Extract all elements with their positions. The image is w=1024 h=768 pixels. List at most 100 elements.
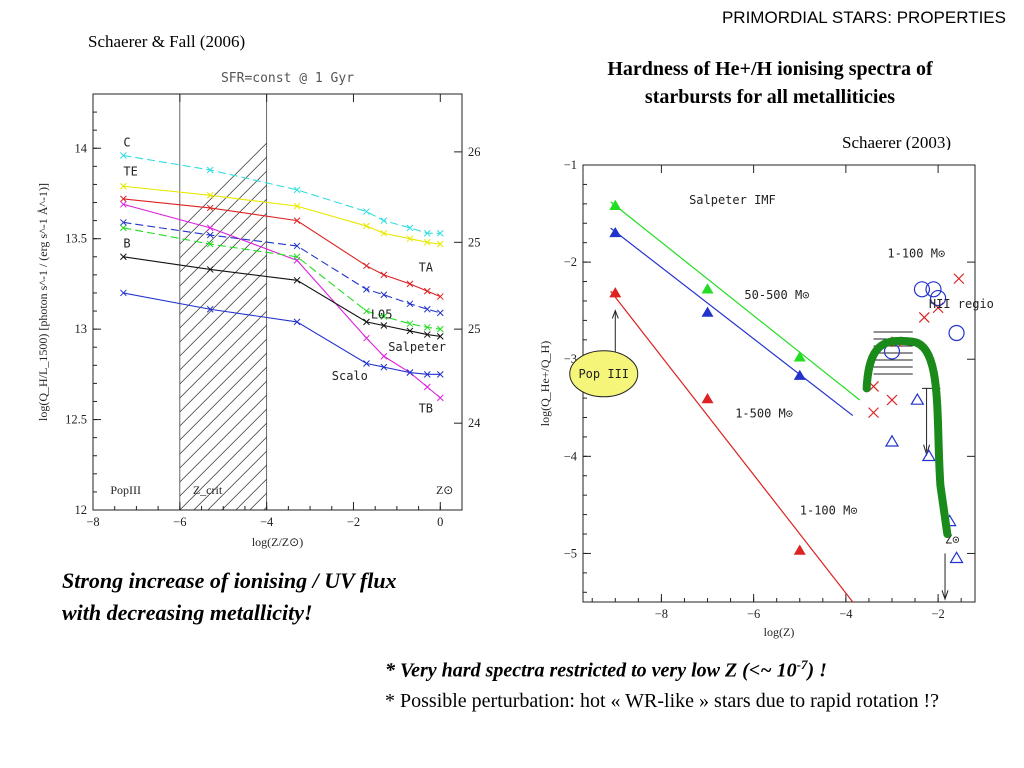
y-tick-label: −4 bbox=[564, 449, 578, 463]
series-point bbox=[380, 229, 388, 237]
y-tick-label: −1 bbox=[564, 158, 577, 172]
series-point bbox=[423, 287, 431, 295]
hatch-line bbox=[179, 240, 267, 329]
series-point bbox=[380, 313, 388, 320]
series-point bbox=[206, 305, 214, 313]
hii-blue-triangle bbox=[884, 434, 900, 447]
x-tick-label: −4 bbox=[839, 607, 853, 621]
plot-label: HII regions bbox=[929, 297, 995, 311]
series-point bbox=[363, 307, 370, 315]
series-point bbox=[206, 224, 214, 232]
caption: Strong increase of ionising / UV flux wi… bbox=[62, 565, 397, 629]
series-point bbox=[406, 224, 414, 232]
hatch-line bbox=[179, 282, 267, 371]
hii-blue-circle bbox=[925, 281, 942, 298]
series-point bbox=[423, 229, 431, 237]
series-point bbox=[423, 383, 431, 391]
left-plot-frame bbox=[92, 93, 463, 511]
hii-red-x bbox=[918, 312, 930, 323]
hii-red-x bbox=[953, 273, 965, 285]
series-point bbox=[436, 309, 444, 317]
series-point bbox=[436, 325, 444, 333]
hii-red-x bbox=[868, 407, 879, 419]
model-point-blue bbox=[609, 226, 622, 238]
note1-end: ) ! bbox=[807, 659, 827, 682]
series-line-L05 bbox=[123, 221, 441, 314]
x-tick-label: −2 bbox=[347, 515, 360, 529]
series-point bbox=[120, 289, 127, 297]
series-point bbox=[363, 318, 370, 326]
series-point bbox=[363, 262, 370, 270]
left-citation: Schaerer & Fall (2006) bbox=[88, 32, 246, 51]
highlight-curve bbox=[862, 336, 952, 539]
left-figure: SFR=const @ 1 Gyr −8 −6 −4 −2 0 12 12.5 13 13.5 14… bbox=[30, 62, 480, 562]
series-point bbox=[380, 352, 388, 360]
x-tick-label: −6 bbox=[173, 515, 186, 529]
series-point bbox=[120, 152, 127, 159]
hatch-line bbox=[320, 94, 480, 510]
series-point bbox=[363, 285, 370, 293]
hatch-line bbox=[292, 94, 480, 510]
series-point bbox=[423, 323, 431, 331]
x-tick-label: −2 bbox=[931, 607, 944, 621]
region-label-zcrit: Z_crit bbox=[193, 483, 223, 497]
series-line-B bbox=[123, 256, 441, 337]
series-point bbox=[206, 240, 214, 248]
model-point-green bbox=[793, 351, 806, 362]
hatch-line bbox=[179, 268, 267, 357]
x-tick-label: −8 bbox=[86, 515, 99, 529]
hatch-line bbox=[179, 352, 267, 441]
y-tick-label: 12.5 bbox=[65, 413, 87, 427]
series-point bbox=[120, 224, 127, 232]
y2-tick-label: 26 bbox=[468, 145, 480, 159]
hatch-line bbox=[179, 366, 267, 455]
popiii-callout bbox=[569, 350, 639, 398]
right-figure: Salpeter IMF−8 −6 −4 −2−1−2−3−4−5log(Z)log(… bbox=[535, 150, 995, 650]
x-tick-label: −6 bbox=[747, 607, 760, 621]
plot-label: 1-100 M⊙ bbox=[800, 504, 858, 518]
right-title-line2: starbursts for all metalliticies bbox=[644, 86, 896, 108]
hatch-line bbox=[306, 94, 480, 510]
hatch-line bbox=[376, 94, 480, 510]
hatch-line bbox=[179, 394, 267, 483]
series-point bbox=[436, 370, 444, 378]
series-point bbox=[363, 208, 370, 215]
hatch-line bbox=[179, 296, 267, 385]
y2-tick-label: 24.5 bbox=[468, 416, 480, 430]
series-line-curve4 bbox=[123, 227, 441, 330]
hatch-line bbox=[207, 450, 267, 510]
hatch-line bbox=[348, 94, 480, 510]
series-point bbox=[436, 333, 444, 340]
y-tick-label: 14 bbox=[75, 141, 88, 155]
series-point bbox=[206, 266, 214, 273]
hatch-line bbox=[249, 492, 267, 510]
series-line-TA bbox=[123, 198, 441, 298]
series-point bbox=[120, 219, 127, 226]
hatch-line bbox=[179, 226, 267, 315]
x-tick-label: −8 bbox=[655, 607, 668, 621]
series-point bbox=[293, 318, 301, 326]
right-y-label: log(Q_He+/Q_H) bbox=[538, 341, 552, 426]
series-point bbox=[120, 195, 127, 203]
series-point bbox=[406, 300, 414, 308]
series-point bbox=[406, 320, 414, 328]
y2-tick-label: 25.5 bbox=[468, 235, 480, 249]
hii-blue-triangle bbox=[921, 449, 936, 462]
x-tick-label: −4 bbox=[260, 515, 274, 529]
series-point bbox=[436, 240, 444, 248]
series-line-C bbox=[123, 154, 441, 234]
left-plot-title: SFR=const @ 1 Gyr bbox=[221, 71, 354, 86]
hatch-line bbox=[179, 142, 267, 231]
y-tick-label: 12 bbox=[75, 503, 88, 517]
series-point bbox=[380, 271, 388, 279]
curve-label: TB bbox=[419, 401, 433, 415]
hii-red-x bbox=[886, 394, 898, 406]
note-very-hard-spectra: * Very hard spectra restricted to very l… bbox=[385, 650, 1015, 686]
model-point-red bbox=[609, 287, 622, 298]
hii-blue-triangle bbox=[949, 551, 964, 564]
popiii-arrow-head bbox=[611, 309, 619, 319]
hatch-line bbox=[235, 478, 267, 510]
note1-exponent: -7 bbox=[796, 657, 808, 672]
curve-label: TE bbox=[123, 164, 137, 178]
series-point bbox=[120, 182, 127, 190]
